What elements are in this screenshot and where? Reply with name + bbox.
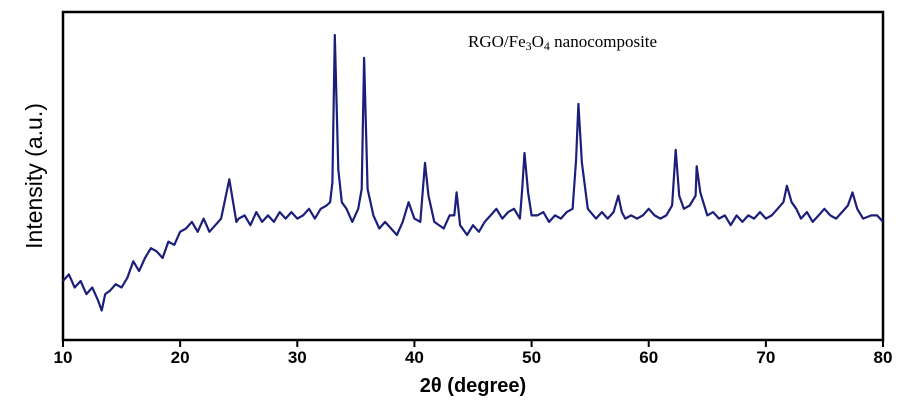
x-axis-tick-labels: 10 20 30 40 50 60 70 80 xyxy=(54,348,893,367)
series-line xyxy=(62,33,884,312)
x-tick-label-40: 40 xyxy=(405,348,424,367)
x-tick-label-20: 20 xyxy=(171,348,190,367)
chart-annotation: RGO/Fe3O4 nanocomposite xyxy=(468,32,657,53)
x-axis-title: 2θ (degree) xyxy=(420,375,526,397)
x-tick-label-60: 60 xyxy=(639,348,658,367)
y-axis-title: Intensity (a.u.) xyxy=(21,103,47,249)
x-tick-label-50: 50 xyxy=(522,348,541,367)
x-axis-ticks xyxy=(62,340,884,347)
x-tick-label-10: 10 xyxy=(54,348,73,367)
x-tick-label-70: 70 xyxy=(756,348,775,367)
x-tick-label-30: 30 xyxy=(288,348,307,367)
plot-frame xyxy=(61,10,885,342)
x-tick-label-80: 80 xyxy=(874,348,893,367)
